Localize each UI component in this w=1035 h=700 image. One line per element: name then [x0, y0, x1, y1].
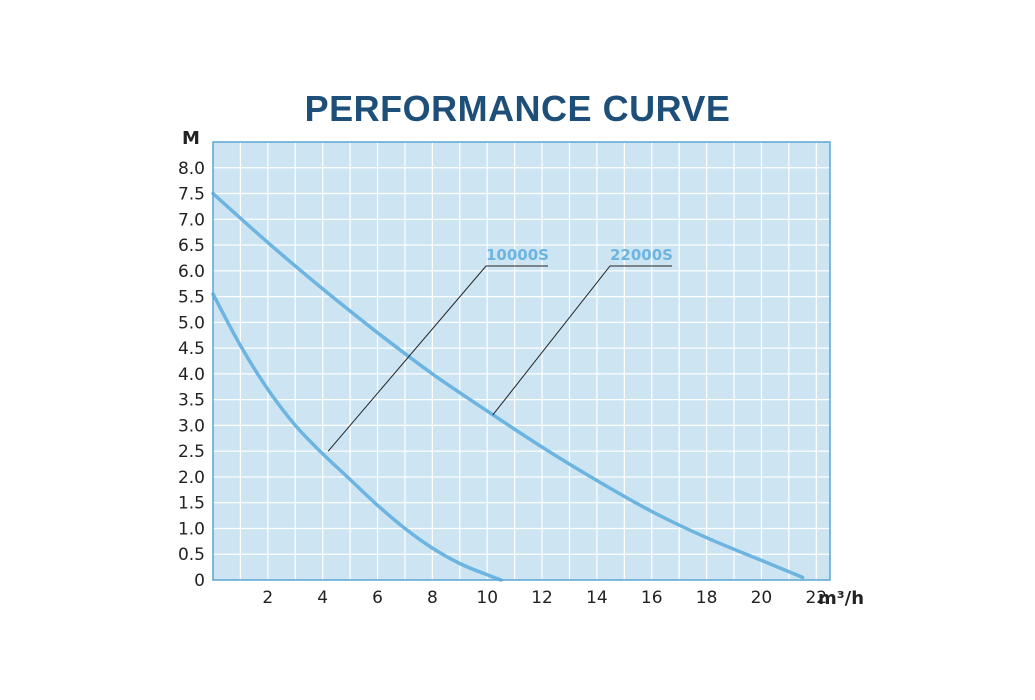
y-tick-label: 1.5 — [178, 494, 205, 514]
leader-line-10000s — [327, 265, 548, 452]
y-tick-label: 5.0 — [178, 313, 205, 333]
x-axis-ticks: 2 4 6 8 10 12 14 16 18 20 22 — [262, 588, 827, 608]
y-tick-label: 7.5 — [178, 185, 205, 205]
x-tick-label: 12 — [531, 588, 553, 608]
x-tick-label: 4 — [317, 588, 328, 608]
y-tick-label: 2.5 — [178, 442, 205, 462]
y-axis-unit: M — [182, 128, 200, 149]
y-tick-label: 3.0 — [178, 416, 205, 436]
y-tick-label: 5.5 — [178, 288, 205, 308]
y-tick-label: 4.0 — [178, 365, 205, 385]
y-axis-ticks: 0 0.5 1.0 1.5 2.0 2.5 3.0 3.5 4.0 4.5 5.0 5.5 6.0 6.5… — [178, 159, 205, 591]
x-tick-label: 18 — [696, 588, 718, 608]
plot-area — [213, 142, 830, 580]
x-tick-label: 16 — [641, 588, 663, 608]
y-tick-label: 6.0 — [178, 262, 205, 282]
x-tick-label: 10 — [476, 588, 498, 608]
y-tick-label: 4.5 — [178, 339, 205, 359]
leader-line-22000s — [492, 265, 672, 416]
x-tick-label: 22 — [805, 588, 827, 608]
grid-lines — [213, 142, 830, 580]
x-tick-label: 14 — [586, 588, 608, 608]
annotation-leaders — [327, 265, 672, 452]
x-tick-label: 6 — [372, 588, 383, 608]
x-axis-unit: m³/h — [818, 588, 864, 609]
curve-10000s — [211, 292, 503, 582]
y-tick-label: 0.5 — [178, 545, 205, 565]
x-tick-label: 2 — [262, 588, 273, 608]
plot-border — [212, 141, 831, 581]
series-label-10000s: 10000S — [486, 246, 549, 264]
y-tick-label: 3.5 — [178, 391, 205, 411]
y-tick-label: 1.0 — [178, 519, 205, 539]
chart-title: PERFORMANCE CURVE — [304, 88, 731, 129]
series-label-22000s: 22000S — [610, 246, 673, 264]
curve-22000s — [211, 191, 805, 580]
y-tick-label: 7.0 — [178, 210, 205, 230]
y-tick-label: 0 — [194, 571, 205, 591]
x-tick-label: 20 — [751, 588, 773, 608]
y-tick-label: 6.5 — [178, 236, 205, 256]
y-tick-label: 8.0 — [178, 159, 205, 179]
curves — [211, 191, 805, 582]
series-labels: 10000S 22000S — [486, 246, 673, 264]
x-tick-label: 8 — [427, 588, 438, 608]
y-tick-label: 2.0 — [178, 468, 205, 488]
